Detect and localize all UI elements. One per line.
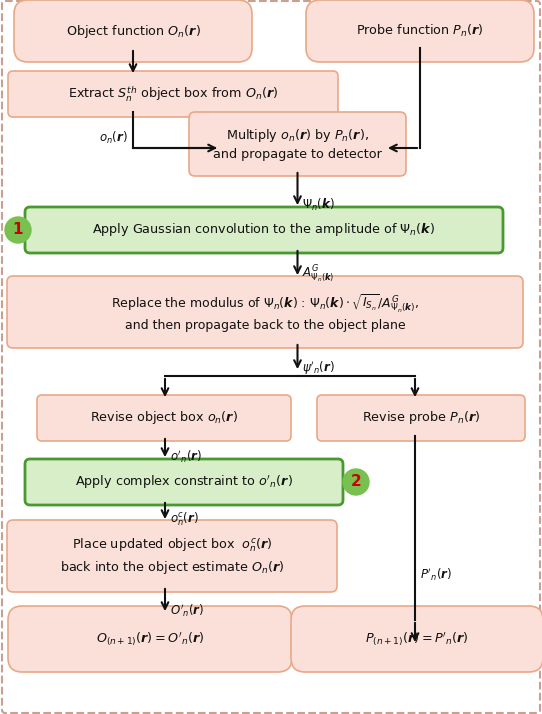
- Text: $P'_n(\boldsymbol{r})$: $P'_n(\boldsymbol{r})$: [420, 567, 452, 583]
- Text: $o_n(\boldsymbol{r})$: $o_n(\boldsymbol{r})$: [99, 130, 128, 146]
- Text: $o^c_n(\boldsymbol{r})$: $o^c_n(\boldsymbol{r})$: [170, 511, 199, 528]
- Text: Probe function $\mathit{P}_n(\boldsymbol{r})$: Probe function $\mathit{P}_n(\boldsymbol…: [356, 23, 484, 39]
- Text: Multiply $o_n(\boldsymbol{r})$ by $P_n(\boldsymbol{r})$,
and propagate to detect: Multiply $o_n(\boldsymbol{r})$ by $P_n(\…: [213, 127, 382, 161]
- Text: $\psi'_n(\boldsymbol{r})$: $\psi'_n(\boldsymbol{r})$: [302, 359, 335, 377]
- FancyBboxPatch shape: [189, 112, 406, 176]
- Text: Object function $\mathit{O}_n(\boldsymbol{r})$: Object function $\mathit{O}_n(\boldsymbo…: [66, 23, 201, 39]
- Circle shape: [343, 469, 369, 495]
- Text: Apply Gaussian convolution to the amplitude of $\Psi_n(\boldsymbol{k})$: Apply Gaussian convolution to the amplit…: [93, 221, 436, 238]
- FancyBboxPatch shape: [25, 207, 503, 253]
- FancyBboxPatch shape: [8, 606, 292, 672]
- Text: $O_{(n+1)}(\boldsymbol{r}) = O'_n(\boldsymbol{r})$: $O_{(n+1)}(\boldsymbol{r}) = O'_n(\bolds…: [96, 630, 204, 648]
- Text: Replace the modulus of $\Psi_n(\boldsymbol{k})$ : $\Psi_n(\boldsymbol{k})\cdot\s: Replace the modulus of $\Psi_n(\boldsymb…: [111, 293, 419, 331]
- FancyBboxPatch shape: [291, 606, 542, 672]
- Text: Place updated object box  $o^c_n(\boldsymbol{r})$
back into the object estimate : Place updated object box $o^c_n(\boldsym…: [60, 536, 284, 575]
- FancyBboxPatch shape: [14, 0, 252, 62]
- FancyBboxPatch shape: [37, 395, 291, 441]
- FancyBboxPatch shape: [306, 0, 534, 62]
- Text: Revise probe $P_n(\boldsymbol{r})$: Revise probe $P_n(\boldsymbol{r})$: [362, 410, 480, 426]
- Text: $o'_n(\boldsymbol{r})$: $o'_n(\boldsymbol{r})$: [170, 448, 202, 466]
- Text: Apply complex constraint to $o'_n(\boldsymbol{r})$: Apply complex constraint to $o'_n(\bolds…: [75, 473, 293, 491]
- Text: $\Psi_n(\boldsymbol{k})$: $\Psi_n(\boldsymbol{k})$: [302, 197, 335, 213]
- Text: $A^G_{\Psi_n(\boldsymbol{k})}$: $A^G_{\Psi_n(\boldsymbol{k})}$: [302, 263, 335, 285]
- Circle shape: [5, 217, 31, 243]
- FancyBboxPatch shape: [25, 459, 343, 505]
- Text: Revise object box $o_n(\boldsymbol{r})$: Revise object box $o_n(\boldsymbol{r})$: [90, 410, 238, 426]
- FancyBboxPatch shape: [8, 71, 338, 117]
- FancyBboxPatch shape: [317, 395, 525, 441]
- FancyBboxPatch shape: [7, 276, 523, 348]
- Text: Extract $S_n^{th}$ object box from $\mathit{O}_n(\boldsymbol{r})$: Extract $S_n^{th}$ object box from $\mat…: [68, 84, 278, 104]
- FancyBboxPatch shape: [7, 520, 337, 592]
- Text: 1: 1: [13, 223, 23, 238]
- Text: 2: 2: [351, 475, 362, 490]
- Text: $O'_n(\boldsymbol{r})$: $O'_n(\boldsymbol{r})$: [170, 603, 204, 619]
- Text: $P_{(n+1)}(\boldsymbol{r}) = P'_n(\boldsymbol{r})$: $P_{(n+1)}(\boldsymbol{r}) = P'_n(\bolds…: [365, 630, 469, 648]
